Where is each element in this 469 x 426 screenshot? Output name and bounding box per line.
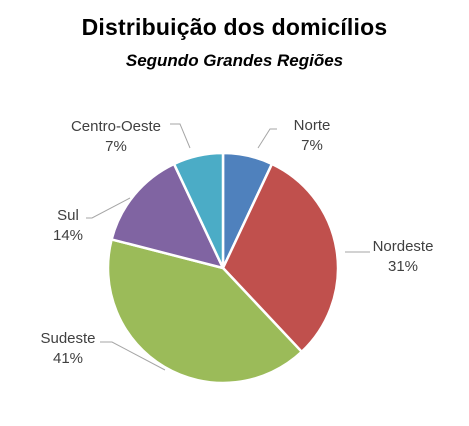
slice-value-sul: 14%	[53, 227, 83, 244]
chart-title: Distribuição dos domicílios	[81, 14, 388, 40]
slice-label-centro-oeste: Centro-Oeste	[71, 118, 161, 135]
leader-line-norte	[257, 128, 277, 149]
slice-label-nordeste: Nordeste	[373, 238, 434, 255]
slice-value-norte: 7%	[301, 137, 323, 154]
slice-labels: Norte 7% Nordeste 31% Sudeste 41% Sul 14% Centro…	[40, 117, 433, 367]
slice-value-centro-oeste: 7%	[105, 138, 127, 155]
pie-slice-sul	[110, 162, 225, 270]
chart-subtitle: Segundo Grandes Regiões	[125, 51, 344, 70]
leader-line-sul	[86, 197, 131, 219]
pie-slice-centro-oeste	[172, 151, 225, 270]
leader-line-centro-oeste	[170, 123, 191, 149]
slice-value-sudeste: 41%	[53, 350, 83, 367]
leader-line-sudeste	[100, 341, 166, 371]
leader-lines	[86, 123, 370, 371]
slice-label-norte: Norte	[294, 117, 331, 134]
slice-label-sudeste: Sudeste	[40, 330, 95, 347]
pie-slice-nordeste	[221, 162, 340, 354]
pie-slices	[106, 151, 340, 385]
pie-slice-sudeste	[106, 238, 303, 385]
slice-value-nordeste: 31%	[388, 258, 418, 275]
slice-label-sul: Sul	[57, 207, 79, 224]
